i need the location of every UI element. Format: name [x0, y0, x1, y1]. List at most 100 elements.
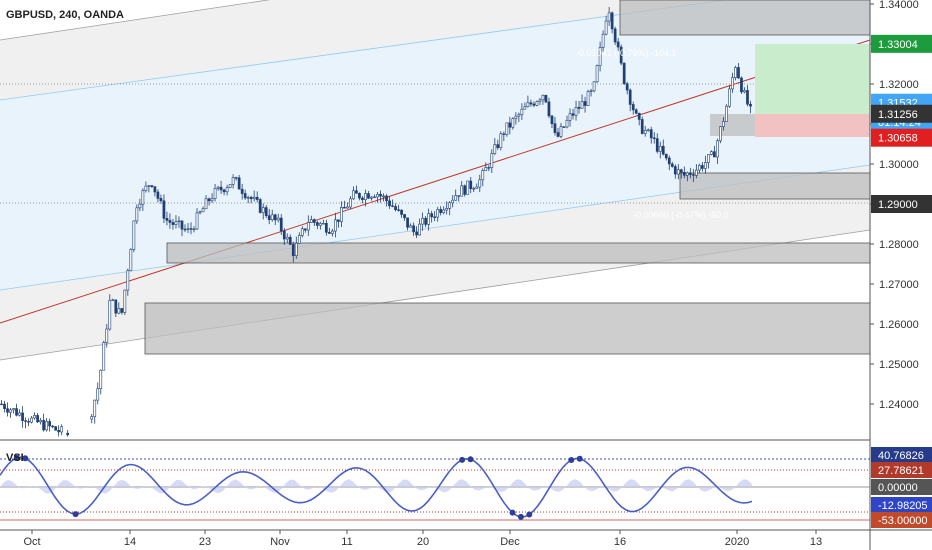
- candle-body: [649, 129, 653, 139]
- candle-body: [177, 220, 181, 223]
- candle-body: [39, 420, 42, 423]
- candle-body: [334, 219, 337, 232]
- indicator-tag: [871, 447, 932, 463]
- candle-body: [403, 214, 406, 219]
- candle-body: [192, 228, 196, 231]
- candle-body: [252, 196, 256, 200]
- candle-body: [195, 212, 199, 230]
- candle-body: [652, 137, 656, 139]
- channel-midline: [0, 39, 871, 324]
- candle-body: [36, 415, 39, 423]
- candle-body: [204, 198, 208, 210]
- candle-body: [577, 107, 581, 109]
- candle-body: [728, 88, 731, 107]
- candle-body: [598, 47, 602, 66]
- candle-body: [150, 185, 154, 187]
- candle-body: [451, 199, 455, 204]
- indicator-axis[interactable]: 40.76826 27.78621 0.00000 -12.98205 -53.0000…: [871, 447, 932, 528]
- candle-body: [343, 207, 346, 209]
- candle-body: [737, 67, 740, 79]
- candle-body: [24, 420, 27, 422]
- candle-body: [225, 187, 229, 193]
- candle-body: [33, 415, 36, 419]
- candle-body: [346, 206, 349, 209]
- price-tag-label: 1.33004: [878, 39, 918, 51]
- candle-body: [667, 157, 671, 165]
- price-tags: 1.330041.3153201:14:241.312561.306581.29…: [871, 34, 932, 213]
- candle-body: [625, 83, 629, 91]
- candle-body: [694, 169, 698, 176]
- candle-body: [162, 200, 166, 219]
- indicator-tag-label: 0.00000: [878, 482, 918, 494]
- candle-body: [126, 270, 130, 291]
- candle-body: [54, 426, 58, 431]
- candle-body: [442, 209, 446, 213]
- candle-body: [93, 399, 97, 417]
- candle-body: [90, 416, 94, 420]
- candle-body: [607, 12, 611, 22]
- candle-body: [379, 193, 382, 197]
- long-position-loss[interactable]: [755, 114, 870, 137]
- candle-body: [367, 193, 370, 199]
- candle-body: [15, 408, 18, 416]
- candle-body: [704, 162, 707, 169]
- vsi-dot: [576, 455, 583, 462]
- candle-body: [484, 167, 488, 171]
- candle-body: [427, 213, 430, 225]
- candle-body: [731, 77, 734, 90]
- candle-body: [502, 133, 506, 135]
- candle-body: [183, 228, 187, 231]
- time-axis[interactable]: Oct 14 23 Nov 11 20 Dec 16 2020 13: [23, 530, 822, 548]
- candle-body: [568, 113, 572, 121]
- candle-body: [264, 207, 268, 216]
- candle-body: [270, 214, 274, 221]
- long-position-profit[interactable]: [755, 44, 870, 114]
- vsi-dots: [13, 454, 583, 520]
- candle-body: [682, 171, 686, 176]
- candle-body: [9, 409, 12, 413]
- candle-body: [60, 426, 64, 433]
- candle-body: [514, 115, 518, 119]
- candle-body: [628, 89, 632, 105]
- candle-body: [306, 222, 310, 231]
- candle-body: [637, 112, 641, 120]
- price-tick-label: 1.25000: [879, 359, 919, 371]
- candle-body: [439, 209, 443, 213]
- candle-body: [406, 217, 409, 228]
- candle-body: [358, 193, 361, 199]
- candle-body: [243, 193, 247, 199]
- price-tick-label: 1.26000: [879, 319, 919, 331]
- vsi-dot: [72, 511, 79, 518]
- candle-body: [631, 104, 635, 111]
- candle-body: [701, 165, 704, 169]
- candle-body: [123, 289, 127, 313]
- price-tag-label: 1.30658: [878, 133, 918, 145]
- candle-body: [237, 177, 241, 190]
- candle-body: [685, 172, 689, 176]
- candle-body: [505, 122, 509, 135]
- candle-body: [589, 90, 593, 92]
- candle-body: [108, 300, 112, 330]
- candle-body: [258, 199, 262, 213]
- price-tag: [871, 128, 932, 147]
- candle-body: [655, 138, 659, 152]
- candle-body: [541, 94, 545, 101]
- candle-body: [273, 214, 277, 221]
- candle-body: [424, 217, 427, 225]
- candle-body: [48, 421, 51, 427]
- time-tick-label: 11: [341, 536, 352, 548]
- candle-body: [550, 115, 554, 124]
- candle-body: [385, 195, 388, 202]
- candle-body: [96, 388, 100, 401]
- candle-body: [147, 185, 151, 187]
- vsi-indicator-pane: [0, 454, 870, 521]
- candle-body: [586, 91, 590, 106]
- price-axis-background[interactable]: [870, 0, 932, 530]
- candle-body: [216, 186, 220, 189]
- candle-body: [210, 198, 214, 202]
- candle-body: [105, 328, 109, 343]
- candle-body: [676, 169, 680, 175]
- candle-body: [102, 342, 106, 371]
- candle-body: [361, 197, 364, 201]
